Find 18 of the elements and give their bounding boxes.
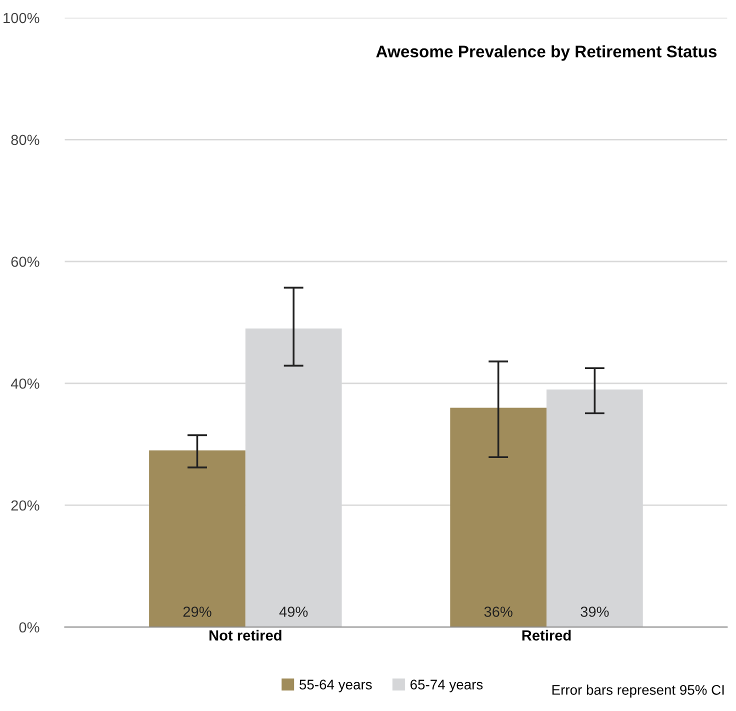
y-tick-label: 60% [11,256,40,267]
legend-label: 55-64 years [300,680,372,692]
y-tick-label: 0% [19,622,40,633]
x-tick-label: Retired [522,630,571,641]
data-label: 49% [279,606,308,617]
bar [450,408,547,628]
y-tick-label: 100% [4,12,40,24]
x-tick-label: Not retired [210,630,282,641]
text: Awesome Prevalence by Retirement Status [376,45,717,61]
legend-label: 65-74 years [410,680,483,692]
bar [149,450,246,628]
text: Error bars represent 95% CI [552,684,724,698]
y-tick-label: 80% [11,134,40,146]
data-label: 39% [580,606,609,617]
data-label: 29% [183,606,212,617]
y-tick-label: 40% [10,378,40,389]
data-label: 36% [484,606,512,617]
y-tick-label: 20% [11,500,40,511]
